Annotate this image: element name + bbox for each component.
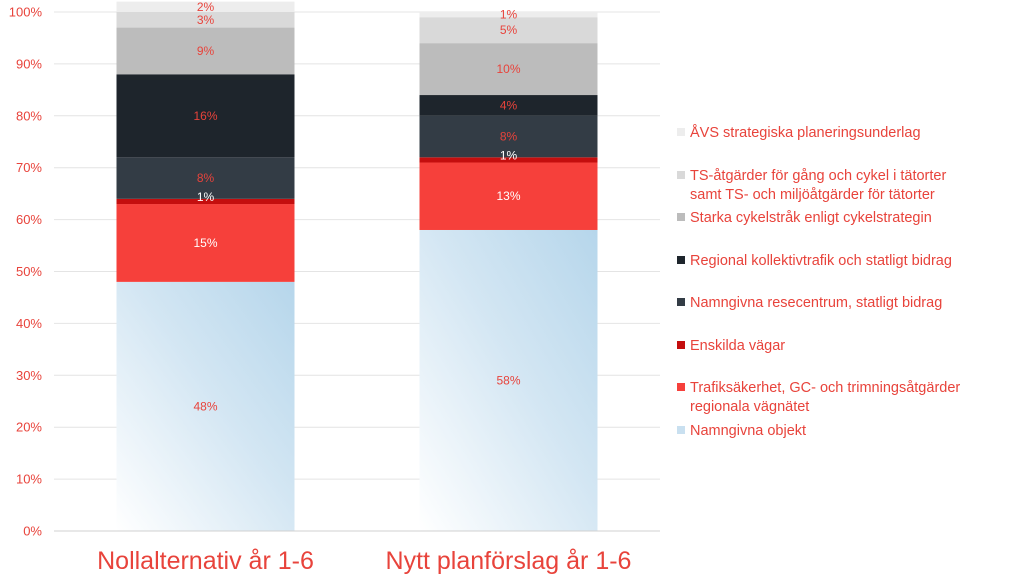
- bar-segment: [116, 204, 295, 282]
- data-label: 58%: [496, 373, 520, 387]
- bar-segment: [419, 43, 598, 96]
- legend-swatch: [677, 213, 685, 221]
- legend-entry: TS-åtgärder för gång och cykel i tätorte…: [690, 168, 946, 203]
- legend-entry: Namngivna objekt: [690, 423, 806, 439]
- bar-segment: [419, 95, 598, 116]
- legend-entry: Namngivna resecentrum, statligt bidrag: [690, 295, 942, 311]
- bar-segment: [116, 198, 295, 205]
- legend-entry: Regional kollektivtrafik och statligt bi…: [690, 253, 952, 269]
- bar-segment: [419, 17, 598, 44]
- y-tick-label: 30%: [16, 368, 42, 383]
- legend-entry: Trafiksäkerhet, GC- och trimningsåtgärde…: [690, 380, 960, 415]
- data-label: 8%: [500, 130, 518, 144]
- legend-swatch: [677, 426, 685, 434]
- data-label: 2%: [197, 0, 215, 14]
- legend-entry: Starka cykelstråk enligt cykelstrategin: [690, 210, 932, 226]
- y-tick-label: 80%: [16, 108, 42, 123]
- bar-segment: [116, 281, 295, 531]
- y-tick-label: 50%: [16, 264, 42, 279]
- bar-segment: [419, 229, 598, 532]
- y-tick-label: 60%: [16, 212, 42, 227]
- bars: 48%15%1%8%16%9%3%2%58%13%1%8%4%10%5%1%: [116, 0, 598, 532]
- legend-entry: Enskilda vägar: [690, 338, 785, 354]
- legend-swatch: [677, 383, 685, 391]
- bar-segment: [419, 12, 598, 18]
- data-label: 16%: [193, 109, 217, 123]
- data-label: 1%: [500, 8, 518, 22]
- x-axis: Nollalternativ år 1-6 Nytt planförslag år…: [54, 530, 660, 575]
- y-tick-label: 40%: [16, 316, 42, 331]
- legend-swatch: [677, 171, 685, 179]
- bar-segment: [116, 1, 295, 13]
- data-label: 3%: [197, 13, 215, 27]
- data-label: 1%: [197, 190, 215, 204]
- bar-segment: [116, 12, 295, 28]
- y-tick-label: 20%: [16, 420, 42, 435]
- bar-segment: [419, 157, 598, 163]
- data-label: 13%: [496, 189, 520, 203]
- bar-segment: [419, 115, 598, 158]
- x-category-label: Nollalternativ år 1-6: [97, 547, 314, 575]
- legend-swatch: [677, 256, 685, 264]
- data-label: 5%: [500, 23, 518, 37]
- bar-segment: [419, 162, 598, 230]
- data-label: 10%: [496, 62, 520, 76]
- bar-segment: [116, 74, 295, 158]
- y-tick-label: 0%: [23, 524, 42, 539]
- data-label: 1%: [500, 148, 518, 162]
- y-tick-label: 10%: [16, 472, 42, 487]
- legend: ÅVS strategiska planeringsunderlag TS-åtg…: [677, 124, 960, 439]
- y-tick-label: 70%: [16, 160, 42, 175]
- y-tick-label: 100%: [9, 5, 43, 20]
- data-label: 4%: [500, 98, 518, 112]
- data-label: 48%: [193, 399, 217, 413]
- bar-segment: [116, 27, 295, 75]
- y-tick-label: 90%: [16, 56, 42, 71]
- legend-swatch: [677, 341, 685, 349]
- legend-entry: ÅVS strategiska planeringsunderlag: [690, 124, 921, 141]
- data-label: 15%: [193, 236, 217, 250]
- bar-segment: [116, 157, 295, 199]
- y-axis: 0% 10% 20% 30% 40% 50% 60% 70% 80% 90% 100%: [9, 5, 43, 539]
- x-category-label: Nytt planförslag år 1-6: [386, 547, 632, 575]
- data-label: 8%: [197, 171, 215, 185]
- legend-swatch: [677, 128, 685, 136]
- legend-swatch: [677, 298, 685, 306]
- data-label: 9%: [197, 44, 215, 58]
